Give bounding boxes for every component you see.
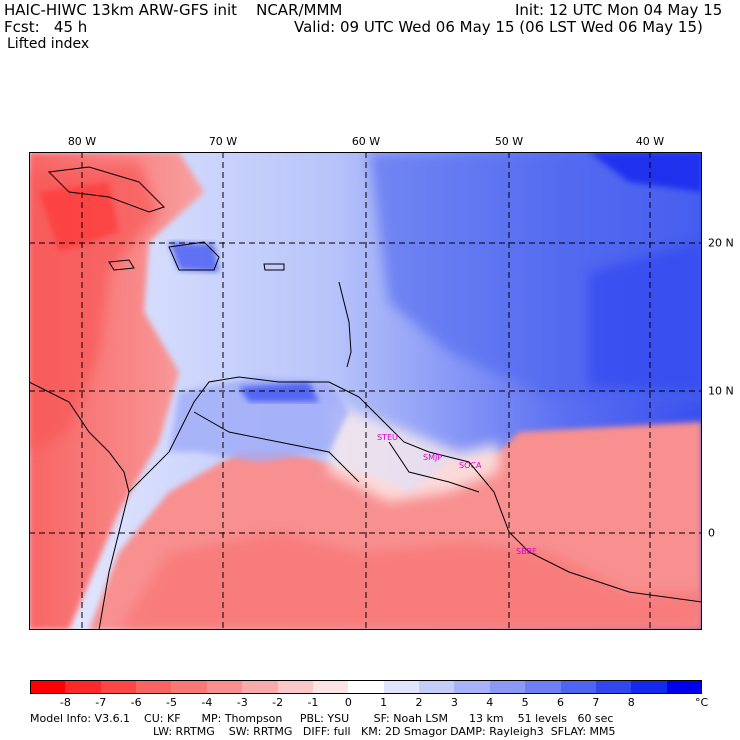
colorbar-swatch xyxy=(383,680,420,694)
lon-label-70w: 70 W xyxy=(208,135,238,148)
station-smjp: SMJP xyxy=(423,453,442,462)
border-guianas xyxy=(388,441,480,493)
colorbar-tick-label: -6 xyxy=(130,696,142,709)
station-sbbe: SBBE xyxy=(516,547,537,556)
colorbar-tick-label: 3 xyxy=(450,696,458,709)
colorbar-swatch xyxy=(277,680,314,694)
colorbar-tick-label: 5 xyxy=(521,696,529,709)
lat-label-20n: 20 N xyxy=(708,236,734,250)
colorbar-tick-label: 4 xyxy=(486,696,494,709)
colorbar-tick-label: -8 xyxy=(59,696,71,709)
map-canvas: STEU SMJP SOCA SBBE xyxy=(29,152,702,630)
colorbar-swatch xyxy=(65,680,102,694)
colorbar-tick-label: -5 xyxy=(165,696,177,709)
colorbar-tick-label: -1 xyxy=(307,696,319,709)
lifted-index-map: STEU SMJP SOCA SBBE xyxy=(29,152,702,630)
red-south-core xyxy=(119,532,702,630)
colorbar-frame xyxy=(30,680,702,694)
map-frame xyxy=(29,152,702,630)
colorbar-swatch xyxy=(631,680,668,694)
colorbar-swatch xyxy=(171,680,208,694)
coast-jamaica xyxy=(108,259,135,271)
blue-corner xyxy=(589,152,702,192)
station-soca: SOCA xyxy=(459,461,482,470)
colorbar-swatch xyxy=(100,680,137,694)
red-hotspot xyxy=(39,182,119,252)
coast-cuba xyxy=(47,166,165,213)
blue-core-east xyxy=(589,242,702,392)
colorbar-swatch xyxy=(454,680,491,694)
blue-venezuela-core xyxy=(239,382,319,402)
field-name: Lifted index xyxy=(7,36,90,52)
colorbar-swatch xyxy=(666,680,703,694)
colorbar-tick-label: -4 xyxy=(201,696,213,709)
colorbar-tick-label: -2 xyxy=(272,696,284,709)
colorbar-unit: °C xyxy=(695,696,709,709)
colorbar-swatch xyxy=(348,680,385,694)
colorbar-tick-label: -3 xyxy=(236,696,248,709)
station-steu: STEU xyxy=(377,433,398,442)
colorbar-tick-label: 2 xyxy=(415,696,423,709)
border-venezuela xyxy=(193,411,360,483)
colorbar-tick-label: 8 xyxy=(627,696,635,709)
colorbar-swatch xyxy=(136,680,172,694)
coast-puerto-rico xyxy=(263,263,285,271)
colorbar-swatch xyxy=(525,680,562,694)
model-info-line1: Model Info: V3.6.1 CU: KF MP: Thompson P… xyxy=(30,712,614,725)
coast-central-america xyxy=(29,381,130,493)
lon-label-50w: 50 W xyxy=(494,135,524,148)
coast-hispaniola xyxy=(168,241,220,271)
colorbar-tick-label: -7 xyxy=(95,696,107,709)
graticule xyxy=(29,152,702,630)
colorbar-swatch xyxy=(242,680,279,694)
colorbar-swatch xyxy=(206,680,243,694)
colorbar-swatch xyxy=(312,680,349,694)
valid-time: Valid: 09 UTC Wed 06 May 15 (06 LST Wed … xyxy=(294,18,703,36)
coast-colombia-west xyxy=(98,491,130,630)
colorbar-tick-label: 6 xyxy=(557,696,565,709)
blue-hispaniola xyxy=(169,242,219,272)
coast-lesser-antilles xyxy=(338,281,352,368)
lon-label-40w: 40 W xyxy=(635,135,665,148)
colorbar-swatch xyxy=(595,680,632,694)
coastlines xyxy=(29,166,702,630)
lon-label-60w: 60 W xyxy=(351,135,381,148)
forecast-hour: Fcst: 45 h xyxy=(4,18,88,36)
colorbar-tick-label: 0 xyxy=(344,696,352,709)
init-time: Init: 12 UTC Mon 04 May 15 xyxy=(515,1,723,19)
colorbar-swatch xyxy=(560,680,597,694)
pale-region xyxy=(329,402,499,502)
lon-label-80w: 80 W xyxy=(67,135,97,148)
colorbar-swatch xyxy=(419,680,455,694)
model-info-line2: LW: RRTMG SW: RRTMG DIFF: full KM: 2D Sm… xyxy=(153,725,616,738)
colorbar-tick-label: 7 xyxy=(592,696,600,709)
coast-south-america xyxy=(128,376,702,603)
colorbar-swatch xyxy=(489,680,526,694)
lat-label-10n: 10 N xyxy=(708,384,734,398)
plot-title: HAIC-HIWC 13km ARW-GFS init NCAR/MMM xyxy=(4,1,343,19)
colorbar-swatch xyxy=(30,680,66,694)
colorbar-tick-label: 1 xyxy=(380,696,388,709)
lat-label-0: 0 xyxy=(708,526,715,540)
